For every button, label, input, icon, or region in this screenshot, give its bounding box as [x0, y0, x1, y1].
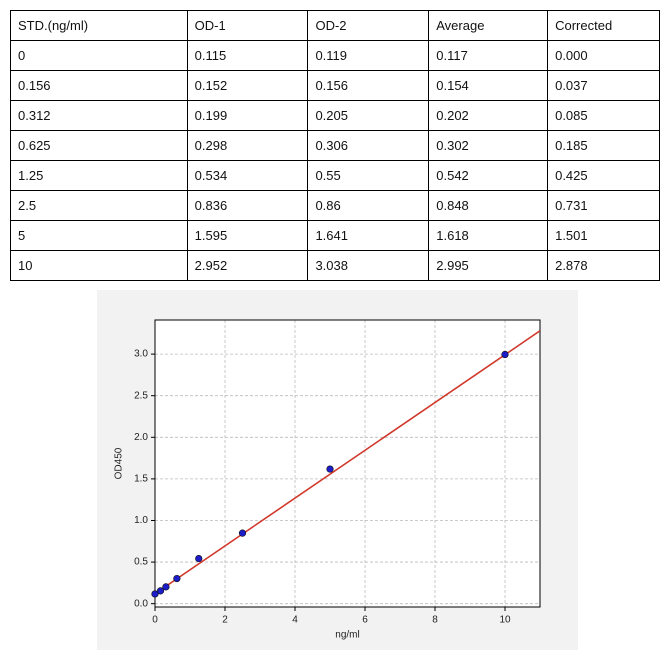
y-tick-label: 0.5 — [134, 557, 148, 568]
table-cell: 1.641 — [307, 220, 430, 251]
table-cell: 1.25 — [10, 160, 188, 191]
axes-frame — [154, 319, 541, 608]
x-tick-label: 6 — [362, 615, 368, 626]
table-cell: 0.205 — [307, 100, 430, 131]
chart: 0 2 4 6 8 10 0.0 0.5 1.0 1.5 2.0 2.5 3.0 ng/ml OD450 — [97, 290, 578, 650]
y-tick-label: 2.5 — [134, 390, 148, 401]
table-row: 0 0.115 0.119 0.117 0.000 — [10, 40, 660, 71]
table-cell: 0.86 — [307, 190, 430, 221]
y-axis-label: OD450 — [114, 447, 125, 479]
table-cell: 0.199 — [186, 100, 309, 131]
table-cell: 0.152 — [186, 70, 309, 101]
table-row: 5 1.595 1.641 1.618 1.501 — [10, 220, 660, 251]
table-cell: 2.952 — [186, 250, 309, 281]
table-cell: 0.534 — [186, 160, 309, 191]
y-tick-label: 2.0 — [134, 432, 148, 443]
data-point — [238, 529, 247, 537]
table-cell: 10 — [10, 250, 188, 281]
data-table: STD.(ng/ml) OD-1 OD-2 Average Corrected 0 0.11… — [10, 10, 660, 281]
table-cell: 1.618 — [428, 220, 549, 251]
y-tick-label: 1.5 — [134, 474, 148, 485]
x-tick-label: 4 — [292, 615, 298, 626]
table-row: 10 2.952 3.038 2.995 2.878 — [10, 250, 660, 281]
x-tick-label: 2 — [222, 615, 228, 626]
table-cell: Average — [428, 10, 549, 41]
table-cell: 0.156 — [10, 70, 188, 101]
table-cell: 0.848 — [428, 190, 549, 221]
data-point — [501, 350, 509, 359]
data-point — [173, 574, 181, 583]
data-point — [195, 554, 203, 563]
table-cell: 0.156 — [307, 70, 430, 101]
x-tick-label: 0 — [152, 615, 158, 626]
table-cell: 2.995 — [428, 250, 549, 281]
table-cell: 3.038 — [307, 250, 430, 281]
table-cell: 0.55 — [307, 160, 430, 191]
table-cell: 0.298 — [186, 130, 309, 161]
table-row: 1.25 0.534 0.55 0.542 0.425 — [10, 160, 660, 191]
table-cell: OD-1 — [186, 10, 309, 41]
table-cell: 0.115 — [186, 40, 309, 71]
plot-area — [155, 320, 540, 607]
table-cell: 0.312 — [10, 100, 188, 131]
table-cell: Corrected — [547, 10, 660, 41]
table-cell: 0.119 — [307, 40, 430, 71]
table-cell: 0.037 — [547, 70, 660, 101]
table-cell: 0.085 — [547, 100, 660, 131]
x-tick-label: 8 — [432, 615, 438, 626]
table-cell: 1.595 — [186, 220, 309, 251]
table-cell: 0.731 — [547, 190, 660, 221]
data-point — [151, 590, 159, 598]
table-cell: 0.625 — [10, 130, 188, 161]
y-tick-label: 3.0 — [134, 349, 148, 360]
data-point — [162, 583, 170, 591]
header-row: STD.(ng/ml) OD-1 OD-2 Average Corrected — [10, 10, 660, 41]
y-tick-label: 0.0 — [134, 598, 148, 609]
y-tick-label: 1.0 — [134, 515, 148, 526]
fit-line — [155, 330, 540, 595]
data-point — [326, 465, 334, 473]
x-axis-label: ng/ml — [335, 630, 359, 641]
table-cell: 2.5 — [10, 190, 188, 221]
table-cell: 0.306 — [307, 130, 430, 161]
table-row: 0.625 0.298 0.306 0.302 0.185 — [10, 130, 660, 161]
table-cell: 0.302 — [428, 130, 549, 161]
table-cell: OD-2 — [307, 10, 430, 41]
data-point — [156, 587, 165, 595]
table-cell: 0.202 — [428, 100, 549, 131]
table-row: 0.156 0.152 0.156 0.154 0.037 — [10, 70, 660, 101]
table-row: 0.312 0.199 0.205 0.202 0.085 — [10, 100, 660, 131]
table-cell: 0.185 — [547, 130, 660, 161]
x-tick-label: 10 — [499, 615, 511, 626]
table-cell: 5 — [10, 220, 188, 251]
table-cell: 2.878 — [547, 250, 660, 281]
table-cell: STD.(ng/ml) — [10, 10, 188, 41]
table-row: 2.5 0.836 0.86 0.848 0.731 — [10, 190, 660, 221]
table-cell: 0.836 — [186, 190, 309, 221]
table-cell: 1.501 — [547, 220, 660, 251]
table-cell: 0.425 — [547, 160, 660, 191]
table-cell: 0.542 — [428, 160, 549, 191]
table-cell: 0 — [10, 40, 188, 71]
table-cell: 0.000 — [547, 40, 660, 71]
table-cell: 0.117 — [428, 40, 549, 71]
table-cell: 0.154 — [428, 70, 549, 101]
